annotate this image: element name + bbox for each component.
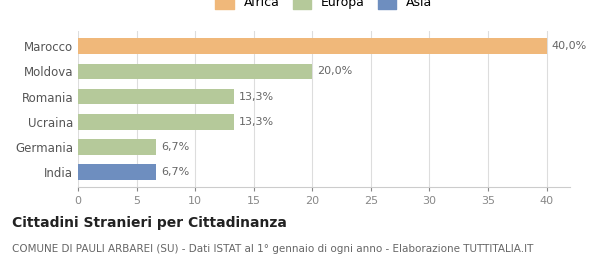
Text: 6,7%: 6,7% [161,167,190,177]
Bar [78,139,157,155]
Text: COMUNE DI PAULI ARBAREI (SU) - Dati ISTAT al 1° gennaio di ogni anno - Elaborazi: COMUNE DI PAULI ARBAREI (SU) - Dati ISTA… [12,244,533,254]
Text: 6,7%: 6,7% [161,142,190,152]
Bar [78,63,312,79]
Text: Cittadini Stranieri per Cittadinanza: Cittadini Stranieri per Cittadinanza [12,216,287,230]
Text: 40,0%: 40,0% [551,41,587,51]
Bar [78,114,234,130]
Legend: Africa, Europa, Asia: Africa, Europa, Asia [212,0,436,12]
Text: 13,3%: 13,3% [238,92,274,102]
Bar [78,165,157,180]
Bar [78,38,547,54]
Text: 20,0%: 20,0% [317,66,352,76]
Bar [78,89,234,105]
Text: 13,3%: 13,3% [238,117,274,127]
